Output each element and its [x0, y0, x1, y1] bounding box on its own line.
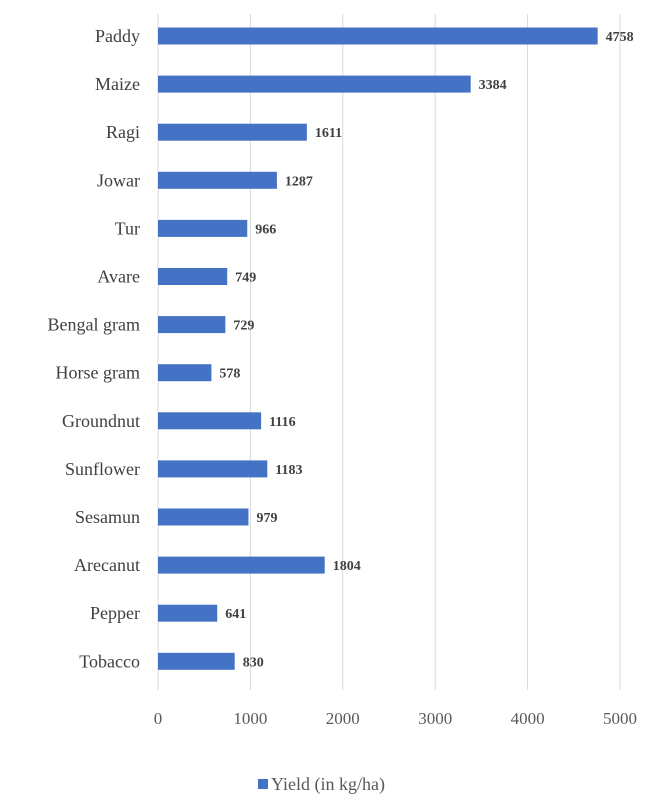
category-label-avare: Avare: [97, 267, 140, 287]
data-label-bengal-gram: 729: [233, 319, 254, 334]
x-tick-label-1000: 1000: [233, 709, 267, 728]
data-label-tobacco: 830: [243, 655, 264, 670]
bar-tobacco: [158, 652, 235, 670]
data-label-pepper: 641: [225, 607, 246, 622]
bar-ragi: [158, 123, 307, 141]
data-label-avare: 749: [235, 271, 256, 286]
category-label-maize: Maize: [95, 74, 140, 94]
category-label-ragi: Ragi: [106, 122, 140, 142]
category-label-pepper: Pepper: [90, 603, 140, 623]
category-label-tobacco: Tobacco: [79, 651, 140, 671]
x-tick-label-3000: 3000: [418, 709, 452, 728]
bar-arecanut: [158, 556, 325, 574]
bar-sunflower: [158, 460, 268, 478]
data-label-tur: 966: [255, 222, 276, 237]
category-label-paddy: Paddy: [95, 26, 140, 46]
category-label-sesamun: Sesamun: [75, 507, 140, 527]
x-tick-label-0: 0: [154, 709, 163, 728]
category-label-jowar: Jowar: [97, 170, 140, 190]
category-label-arecanut: Arecanut: [74, 555, 140, 575]
data-label-paddy: 4758: [606, 30, 634, 45]
category-label-tur: Tur: [115, 218, 140, 238]
data-label-horse-gram: 578: [219, 367, 240, 382]
bar-maize: [158, 75, 471, 93]
bar-groundnut: [158, 412, 262, 430]
bar-sesamun: [158, 508, 249, 526]
bars: [158, 27, 598, 670]
bar-pepper: [158, 604, 218, 622]
legend: Yield (in kg/ha): [258, 774, 385, 795]
gridlines: [157, 14, 621, 690]
bar-horse-gram: [158, 364, 212, 382]
category-label-groundnut: Groundnut: [62, 411, 140, 431]
data-label-sesamun: 979: [256, 511, 277, 526]
category-label-bengal-gram: Bengal gram: [48, 315, 140, 335]
data-label-ragi: 1611: [315, 126, 342, 141]
category-label-sunflower: Sunflower: [65, 459, 140, 479]
bar-tur: [158, 219, 248, 237]
category-label-horse-gram: Horse gram: [56, 363, 140, 383]
data-label-arecanut: 1804: [333, 559, 361, 574]
legend-label: Yield (in kg/ha): [271, 774, 385, 795]
data-label-sunflower: 1183: [275, 463, 302, 478]
x-axis-tick-labels: 0 1000 2000 3000 4000 5000: [154, 709, 637, 728]
category-labels: Paddy Maize Ragi Jowar Tur Avare Bengal gram Ho…: [48, 26, 140, 671]
bar-paddy: [158, 27, 598, 45]
data-label-jowar: 1287: [285, 174, 313, 189]
bar-bengal-gram: [158, 316, 226, 334]
data-label-maize: 3384: [479, 78, 507, 93]
x-tick-label-2000: 2000: [326, 709, 360, 728]
x-tick-label-4000: 4000: [511, 709, 545, 728]
legend-swatch: [258, 779, 268, 789]
x-tick-label-5000: 5000: [603, 709, 637, 728]
data-label-groundnut: 1116: [269, 415, 295, 430]
bar-avare: [158, 268, 228, 285]
data-labels: 4758 3384 1611 1287 966 749 729 578 1116 1183 979 1…: [219, 30, 633, 670]
bar-jowar: [158, 171, 277, 189]
